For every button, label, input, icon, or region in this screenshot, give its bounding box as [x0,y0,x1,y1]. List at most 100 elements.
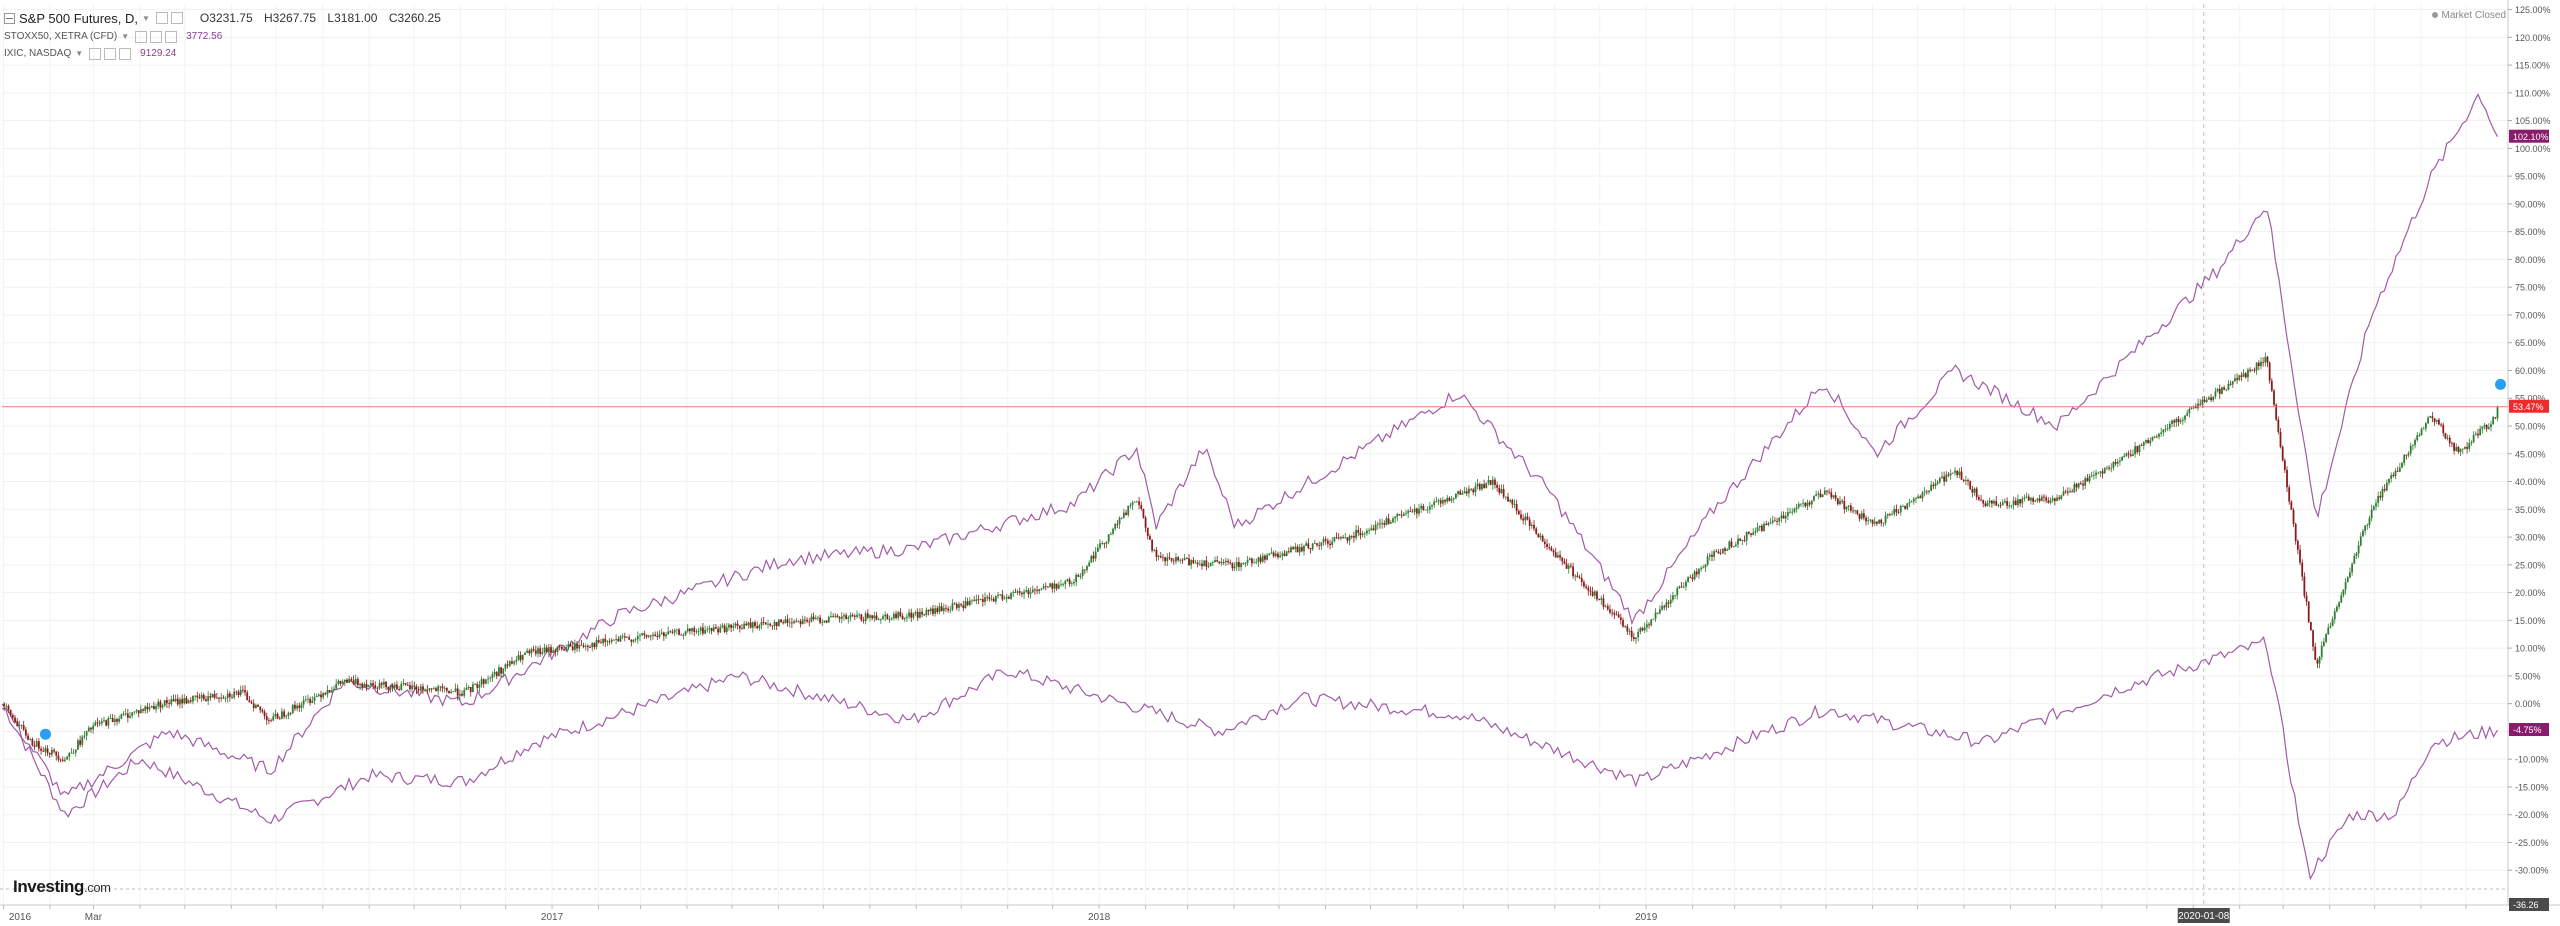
candle-body [786,619,789,623]
candle-body [736,623,739,626]
hide-icon[interactable] [104,47,117,60]
candle-body [1845,506,1848,510]
candle-body [20,725,23,726]
candle-body [836,615,839,618]
hide-icon[interactable] [170,12,183,24]
candle-body [1468,488,1470,494]
candle-body [9,709,12,715]
main-symbol-label[interactable]: S&P 500 Futures, D, [19,10,138,26]
settings-icon[interactable] [89,47,102,60]
candle-body [1941,476,1943,479]
candle-body [485,679,487,684]
candle-body [1923,491,1926,493]
candle-body [1281,553,1284,556]
candle-body [1656,612,1659,614]
chevron-down-icon[interactable]: ▼ [121,32,130,41]
candle-body [1244,563,1247,564]
candle-body [2205,399,2208,402]
candle-body [296,705,299,709]
candle-body [1290,547,1292,553]
candle-body [1044,586,1047,588]
candle-body [2327,627,2330,635]
chevron-down-icon[interactable]: ▼ [142,13,150,23]
candle-body [1765,523,1768,526]
compare-symbol-label[interactable]: IXIC, NASDAQ [4,48,72,59]
candle-body [491,674,494,678]
candle-body [1435,501,1438,502]
candle-body [2207,397,2210,400]
candle-body [537,648,539,654]
legend-compare-row[interactable]: IXIC, NASDAQ ▼ 9129.24 [4,45,441,62]
candle-body [174,698,177,702]
close-icon[interactable] [165,30,178,43]
candle-body [2418,435,2421,436]
candle-body [396,684,398,690]
candle-body [239,689,242,695]
candle-body [228,693,231,697]
investing-logo: Investing.com [13,877,111,897]
candle-body [730,624,733,628]
legend-compare-row[interactable]: STOXX50, XETRA (CFD) ▼ 3772.56 [4,28,441,45]
candle-body [506,664,509,666]
candle-body [1277,553,1279,558]
candle-body [1641,628,1644,631]
candle-body [2004,501,2006,503]
settings-icon[interactable] [135,30,148,43]
candle-body [1283,553,1286,556]
chevron-down-icon[interactable]: ▼ [75,49,84,58]
candle-body [1411,511,1414,513]
candle-body [1216,559,1219,562]
series-layer [1,92,2499,881]
candle-body [2210,397,2212,401]
candle-body [1353,536,1355,538]
candle-body [189,700,192,702]
candle-body [769,623,772,626]
candle-body [437,686,440,692]
candle-body [1630,630,1633,638]
y-tick-label: 75.00% [2515,283,2546,293]
hide-icon[interactable] [150,30,163,43]
candle-body [532,649,535,651]
candle-body [2333,611,2336,620]
candle-body [817,617,819,619]
collapse-icon[interactable] [4,12,15,24]
candle-body [1554,552,1557,558]
market-status: Market Closed [2431,10,2506,21]
candle-body [591,643,594,648]
candle-body [29,739,32,740]
candle-body [276,714,279,719]
close-icon[interactable] [119,47,132,60]
candle-body [1031,589,1034,593]
candle-body [495,672,498,677]
candle-body [2082,483,2084,486]
candle-body [1975,488,1978,498]
settings-icon[interactable] [155,12,168,24]
candle-body [756,626,759,629]
candle-body [1073,581,1075,584]
ohlc-high-key: H [264,11,273,25]
compare-symbol-label[interactable]: STOXX50, XETRA (CFD) [4,31,118,42]
candle-body [1485,482,1488,489]
bottom-value-tag-label: -36.26 [2513,900,2539,910]
ixic-last-value-tag [2509,129,2549,143]
candle-body [573,643,576,650]
candle-body [767,623,769,625]
candle-body [1109,533,1112,535]
candle-body [593,643,596,647]
candle-body [2116,461,2119,464]
candle-body [745,623,748,626]
candle-body [524,652,526,655]
legend-main-row[interactable]: S&P 500 Futures, D, ▼ O3231.75 H3267.75 … [4,8,441,28]
candle-body [1619,617,1622,620]
candle-body [1201,563,1203,567]
candle-body [1361,533,1364,536]
candle-body [1455,493,1457,499]
candle-body [1908,501,1911,504]
candle-body [2090,475,2093,477]
candle-body [1988,500,1991,503]
candle-body [654,634,657,636]
candle-body [662,632,665,637]
candle-body [1470,488,1472,490]
candle-body [2121,457,2123,461]
